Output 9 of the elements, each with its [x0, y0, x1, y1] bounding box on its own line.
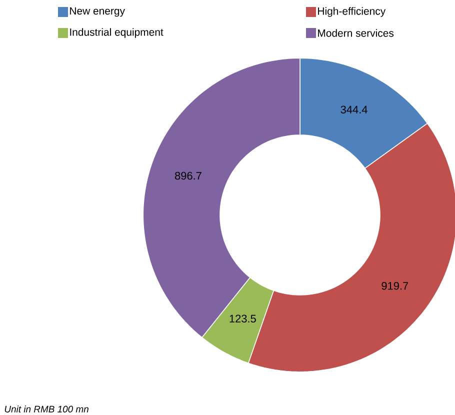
- data-label: 919.7: [382, 282, 408, 290]
- legend-label: New energy: [70, 7, 125, 17]
- legend-label: High-efficiency: [318, 7, 386, 17]
- data-label: 123.5: [230, 314, 256, 323]
- data-label: 896.7: [175, 172, 202, 180]
- data-label: 344.4: [340, 106, 368, 114]
- text: Unit in RMB 100 mn: [4, 406, 88, 412]
- legend-label: Modern services: [318, 29, 394, 37]
- legend-label: Industrial equipment: [70, 28, 164, 38]
